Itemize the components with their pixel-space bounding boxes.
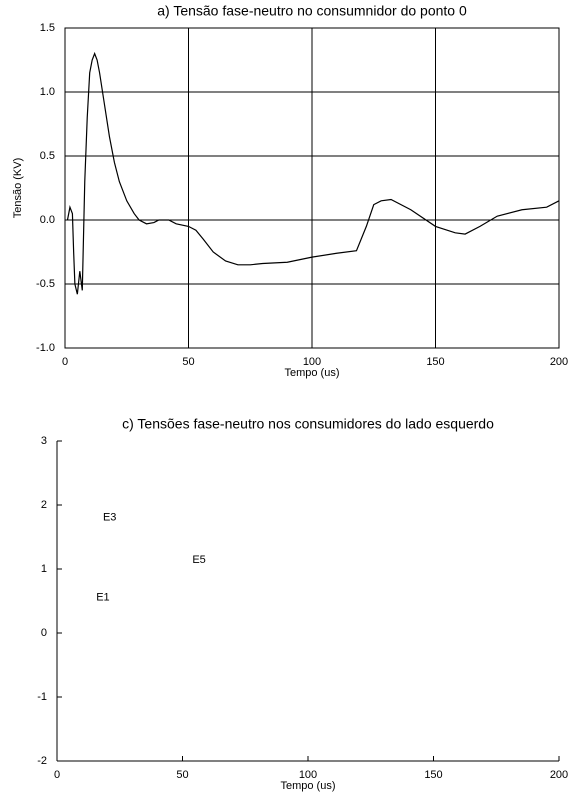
x-tick-label: 150 bbox=[426, 356, 444, 368]
x-axis-label: Tempo (us) bbox=[284, 367, 339, 379]
y-tick-label: 0.0 bbox=[40, 214, 55, 226]
x-tick-label: 200 bbox=[550, 769, 568, 781]
y-tick-label: 0.5 bbox=[40, 150, 55, 162]
y-axis-label: Tensão (KV) bbox=[12, 158, 24, 219]
x-tick-label: 50 bbox=[182, 356, 194, 368]
y-tick-label: 2 bbox=[41, 499, 47, 511]
x-tick-label: 50 bbox=[176, 769, 188, 781]
x-tick-label: 100 bbox=[299, 769, 317, 781]
x-tick-label: 0 bbox=[54, 769, 60, 781]
x-axis-label: Tempo (us) bbox=[280, 780, 335, 792]
chart-title: a) Tensão fase-neutro no consumnidor do … bbox=[157, 3, 467, 19]
data-line bbox=[66, 51, 560, 295]
y-tick-label: -0.5 bbox=[36, 278, 55, 290]
annotation: E1 bbox=[96, 592, 109, 604]
y-tick-label: -1 bbox=[37, 691, 47, 703]
y-tick-label: 1 bbox=[41, 563, 47, 575]
y-tick-label: -2 bbox=[37, 755, 47, 767]
y-tick-label: 3 bbox=[41, 435, 47, 447]
y-tick-label: 0 bbox=[41, 627, 47, 639]
y-tick-label: 1.0 bbox=[40, 86, 55, 98]
chart-title: c) Tensões fase-neutro nos consumidores … bbox=[122, 416, 494, 432]
x-tick-label: 100 bbox=[303, 356, 321, 368]
x-tick-label: 150 bbox=[424, 769, 442, 781]
x-tick-label: 0 bbox=[62, 356, 68, 368]
x-tick-label: 200 bbox=[550, 356, 568, 368]
annotation: E3 bbox=[103, 512, 116, 524]
y-tick-label: 1.5 bbox=[40, 22, 55, 34]
y-tick-label: -1.0 bbox=[36, 342, 55, 354]
annotation: E5 bbox=[192, 554, 205, 566]
plot-frame bbox=[64, 27, 560, 349]
